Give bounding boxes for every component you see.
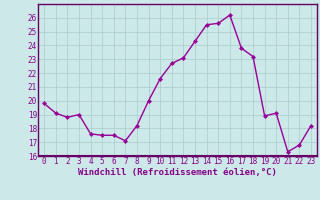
X-axis label: Windchill (Refroidissement éolien,°C): Windchill (Refroidissement éolien,°C) — [78, 168, 277, 177]
